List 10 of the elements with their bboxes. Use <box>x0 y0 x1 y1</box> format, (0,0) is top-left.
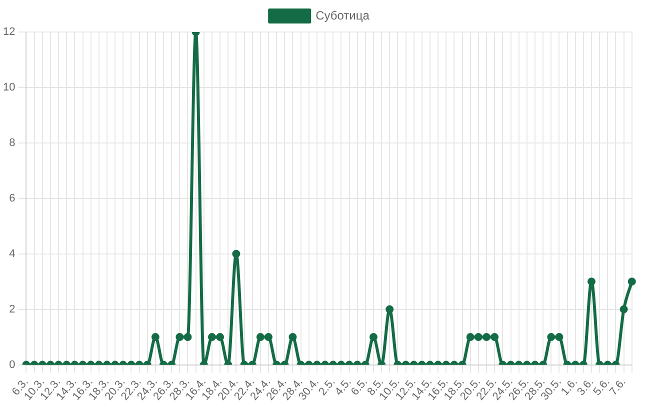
y-tick-label: 6 <box>9 192 16 204</box>
x-tick-label: 7.6. <box>607 376 628 398</box>
y-tick-label: 8 <box>9 136 16 149</box>
y-tick-label: 12 <box>2 26 16 38</box>
legend-label: Суботица <box>316 8 370 22</box>
y-tick-label: 10 <box>2 81 16 94</box>
x-tick-label: 2.5. <box>316 376 338 398</box>
y-tick-label: 2 <box>9 303 16 316</box>
y-tick-label: 4 <box>9 248 16 260</box>
y-tick-label: 0 <box>9 358 16 371</box>
